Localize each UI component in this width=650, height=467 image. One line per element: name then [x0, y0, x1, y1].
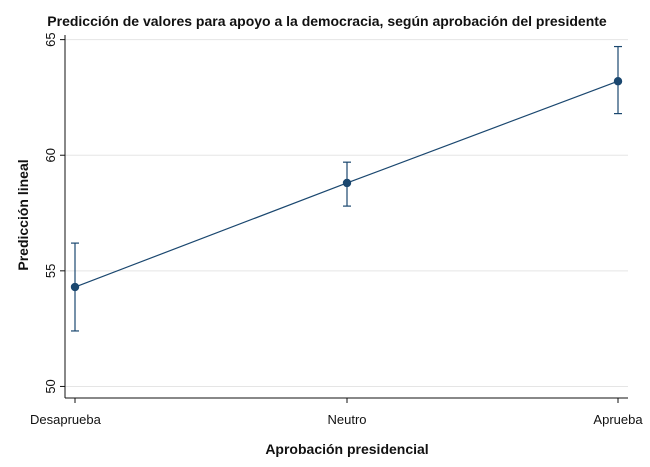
x-axis-title: Aprobación presidencial — [265, 441, 428, 457]
axes — [64, 35, 628, 399]
data-point — [342, 178, 352, 188]
y-tick-label: 50 — [43, 379, 58, 393]
x-tick-label: Desaprueba — [30, 412, 102, 427]
chart-title: Predicción de valores para apoyo a la de… — [47, 13, 607, 29]
series — [70, 45, 623, 332]
grid — [60, 39, 628, 387]
data-point — [613, 77, 623, 86]
data-point — [70, 282, 80, 292]
tick-labels: 50 55 60 65 Desaprueba Neutro Aprueba — [30, 32, 643, 427]
x-tick-label: Aprueba — [593, 412, 643, 427]
x-tick-label: Neutro — [327, 412, 366, 427]
y-tick-label: 65 — [43, 32, 58, 46]
y-axis-title: Predicción lineal — [15, 159, 31, 270]
y-tick-label: 55 — [43, 264, 58, 278]
y-tick-label: 60 — [43, 148, 58, 162]
